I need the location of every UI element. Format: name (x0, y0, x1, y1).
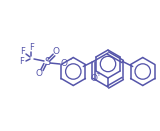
Text: -: - (68, 56, 72, 64)
Text: O: O (60, 59, 68, 69)
Text: O: O (91, 74, 98, 83)
Text: F: F (30, 43, 34, 53)
Text: F: F (20, 58, 24, 67)
Text: O: O (52, 48, 60, 56)
Text: +: + (95, 72, 101, 78)
Text: F: F (21, 47, 25, 56)
Text: S: S (44, 57, 50, 67)
Text: O: O (36, 69, 43, 78)
